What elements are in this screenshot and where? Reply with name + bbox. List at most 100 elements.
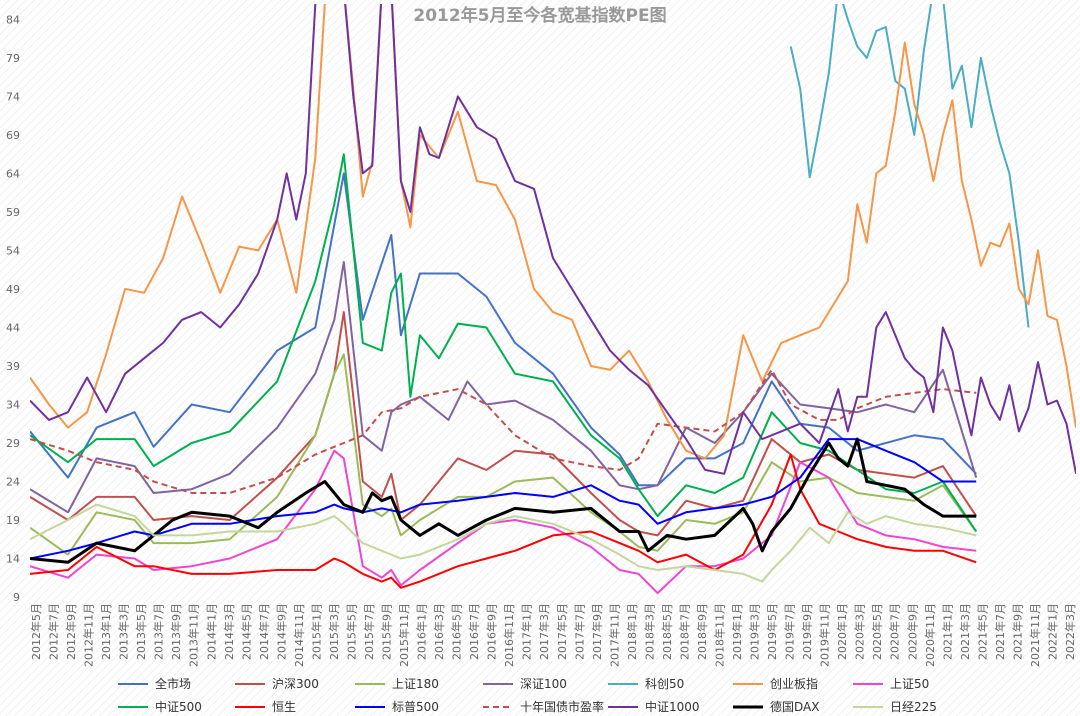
series-line-4 xyxy=(789,4,1030,328)
series-line-1 xyxy=(30,311,978,537)
y-tick-label: 49 xyxy=(6,283,20,296)
series-line-9 xyxy=(30,438,977,560)
legend-label-11: 中证1000 xyxy=(645,699,700,714)
x-tick-label: 2015年9月 xyxy=(380,603,394,660)
x-tick-label: 2013年5月 xyxy=(134,603,148,660)
x-tick-label: 2018年9月 xyxy=(695,603,709,660)
x-tick-label: 2014年11月 xyxy=(292,603,306,667)
x-tick-label: 2014年9月 xyxy=(274,603,288,660)
x-tick-label: 2021年1月 xyxy=(940,603,954,660)
x-axis: 2012年5月 2012年7月 2012年9月 2012年11月 2013年1月 2013… xyxy=(29,603,1077,667)
y-tick-label: 14 xyxy=(6,552,20,565)
x-tick-label: 2020年11月 xyxy=(923,603,937,667)
legend-label-7: 中证500 xyxy=(155,699,202,714)
legend: 全市场 沪深300 上证180 深证100 科创50 创业板指 上证50 中证500 恒生 标普5… xyxy=(118,676,937,714)
x-tick-label: 2017年11月 xyxy=(607,603,621,667)
x-tick-label: 2017年3月 xyxy=(537,603,551,660)
x-tick-label: 2013年3月 xyxy=(117,603,131,660)
legend-label-6: 上证50 xyxy=(890,677,929,691)
x-tick-label: 2019年7月 xyxy=(783,603,797,660)
chart-title: 2012年5月至今各宽基指数PE图 xyxy=(413,5,666,26)
x-tick-label: 2018年3月 xyxy=(642,603,656,660)
x-tick-label: 2017年1月 xyxy=(520,603,534,660)
x-tick-label: 2014年1月 xyxy=(204,603,218,660)
y-tick-label: 74 xyxy=(6,90,20,103)
y-tick-label: 79 xyxy=(6,52,20,65)
x-tick-label: 2013年1月 xyxy=(99,603,113,660)
series-line-7 xyxy=(30,153,978,533)
x-tick-label: 2020年3月 xyxy=(853,603,867,660)
x-tick-label: 2014年3月 xyxy=(222,603,236,660)
y-tick-label: 9 xyxy=(13,591,20,604)
x-tick-label: 2014年5月 xyxy=(239,603,253,660)
x-tick-label: 2012年11月 xyxy=(82,603,96,667)
y-tick-label: 24 xyxy=(6,475,20,488)
x-tick-label: 2019年5月 xyxy=(765,603,779,660)
x-tick-label: 2021年5月 xyxy=(975,603,989,660)
legend-label-4: 科创50 xyxy=(645,677,684,691)
x-tick-label: 2015年3月 xyxy=(327,603,341,660)
legend-label-5: 创业板指 xyxy=(770,676,818,691)
x-tick-label: 2012年9月 xyxy=(64,603,78,660)
legend-label-10: 十年国债市盈率 xyxy=(520,699,604,714)
x-tick-label: 2021年9月 xyxy=(1010,603,1024,660)
y-tick-label: 69 xyxy=(6,129,20,142)
x-tick-label: 2014年7月 xyxy=(257,603,271,660)
x-tick-label: 2017年9月 xyxy=(590,603,604,660)
x-tick-label: 2016年9月 xyxy=(485,603,499,660)
x-tick-label: 2016年5月 xyxy=(450,603,464,660)
x-tick-label: 2020年9月 xyxy=(905,603,919,660)
series-line-10 xyxy=(30,368,977,494)
x-tick-label: 2013年11月 xyxy=(187,603,201,667)
x-tick-label: 2021年11月 xyxy=(1028,603,1042,667)
legend-label-9: 标普500 xyxy=(392,700,439,714)
x-tick-label: 2017年5月 xyxy=(555,603,569,660)
legend-label-2: 上证180 xyxy=(392,677,439,691)
x-tick-label: 2020年5月 xyxy=(870,603,884,660)
series-line-13 xyxy=(30,503,977,583)
x-tick-label: 2012年5月 xyxy=(29,603,43,660)
x-tick-label: 2012年7月 xyxy=(47,603,61,660)
x-tick-label: 2015年7月 xyxy=(362,603,376,660)
legend-label-12: 德国DAX xyxy=(770,699,819,714)
y-tick-label: 44 xyxy=(6,321,20,334)
x-tick-label: 2022年1月 xyxy=(1045,603,1059,660)
x-tick-label: 2017年7月 xyxy=(572,603,586,660)
y-tick-label: 54 xyxy=(6,244,20,257)
legend-label-3: 深证100 xyxy=(520,677,567,691)
y-axis: 9 14 19 24 29 34 39 44 49 54 59 64 69 74 79 84 xyxy=(6,13,20,604)
series-line-0 xyxy=(30,172,977,487)
legend-label-13: 日经225 xyxy=(890,700,937,714)
series-line-11 xyxy=(30,4,1076,475)
x-tick-label: 2016年1月 xyxy=(415,603,429,660)
x-tick-label: 2021年3月 xyxy=(958,603,972,660)
x-tick-label: 2015年5月 xyxy=(344,603,358,660)
x-tick-label: 2018年11月 xyxy=(712,603,726,667)
x-tick-label: 2020年1月 xyxy=(835,603,849,660)
x-tick-label: 2020年7月 xyxy=(888,603,902,660)
legend-label-1: 沪深300 xyxy=(272,677,319,691)
legend-label-0: 全市场 xyxy=(155,676,191,691)
x-tick-label: 2016年11月 xyxy=(502,603,516,667)
series-line-8 xyxy=(30,453,977,589)
x-tick-label: 2018年7月 xyxy=(677,603,691,660)
x-tick-label: 2013年9月 xyxy=(169,603,183,660)
series-line-12 xyxy=(30,437,977,564)
x-tick-label: 2018年5月 xyxy=(660,603,674,660)
x-tick-label: 2015年11月 xyxy=(397,603,411,667)
x-tick-label: 2019年9月 xyxy=(800,603,814,660)
x-tick-label: 2015年1月 xyxy=(309,603,323,660)
x-tick-label: 2021年7月 xyxy=(993,603,1007,660)
y-tick-label: 29 xyxy=(6,437,20,450)
y-tick-label: 39 xyxy=(6,360,20,373)
x-tick-label: 2019年3月 xyxy=(748,603,762,660)
y-tick-label: 34 xyxy=(6,398,20,411)
x-tick-label: 2016年3月 xyxy=(432,603,446,660)
x-tick-label: 2022年3月 xyxy=(1063,603,1077,660)
x-tick-label: 2018年1月 xyxy=(625,603,639,660)
series-line-3 xyxy=(30,261,978,514)
legend-label-8: 恒生 xyxy=(272,700,296,714)
y-tick-label: 64 xyxy=(6,167,20,180)
